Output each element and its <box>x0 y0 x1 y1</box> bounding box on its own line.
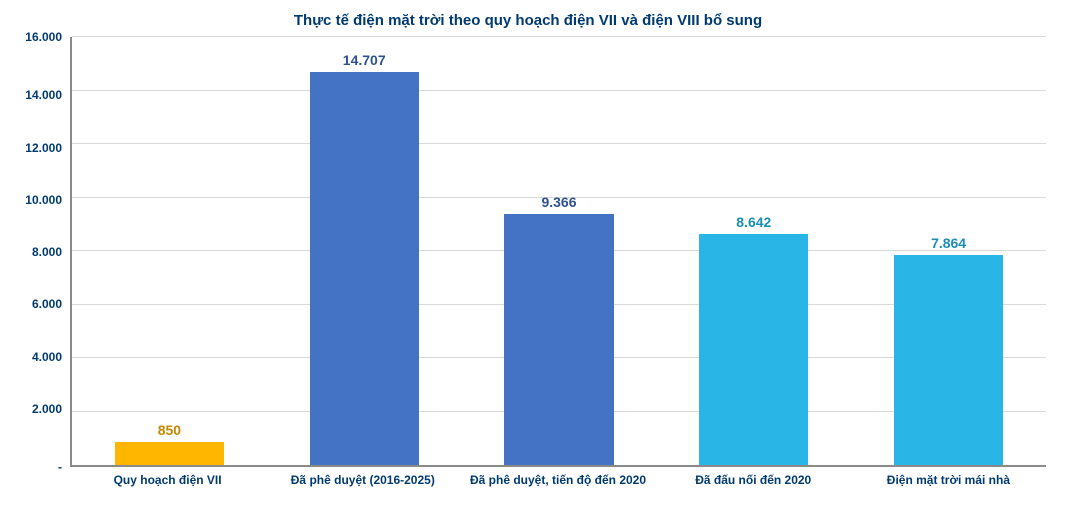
bar-value-label: 9.366 <box>541 194 576 210</box>
chart-title: Thực tế điện mặt trời theo quy hoạch điệ… <box>10 12 1046 29</box>
y-tick-label: 16.000 <box>25 31 62 43</box>
bar-value-label: 850 <box>158 422 181 438</box>
bar-value-label: 14.707 <box>343 52 386 68</box>
bars-container: 850 14.707 9.366 8.642 7.864 <box>72 37 1046 465</box>
bar <box>699 234 808 465</box>
x-tick-label: Đã phê duyệt (2016-2025) <box>265 473 460 487</box>
bar-column: 14.707 <box>267 37 462 465</box>
x-tick-label: Đã đấu nối đến 2020 <box>656 473 851 487</box>
bar-column: 7.864 <box>851 37 1046 465</box>
bar <box>894 255 1003 465</box>
x-tick-label: Điện mặt trời mái nhà <box>851 473 1046 487</box>
bar-value-label: 8.642 <box>736 214 771 230</box>
plot-area: 16.00014.00012.00010.0008.0006.0004.0002… <box>10 37 1046 467</box>
bar <box>310 72 419 465</box>
y-tick-label: 8.000 <box>32 246 62 258</box>
bar-column: 850 <box>72 37 267 465</box>
y-tick-label: 6.000 <box>32 298 62 310</box>
x-tick-label: Đã phê duyệt, tiến độ đến 2020 <box>460 473 655 487</box>
bar-column: 8.642 <box>656 37 851 465</box>
bar-column: 9.366 <box>462 37 657 465</box>
y-tick-label: 12.000 <box>25 142 62 154</box>
x-labels: Quy hoạch điện VIIĐã phê duyệt (2016-202… <box>70 473 1046 487</box>
bar <box>115 442 224 465</box>
y-tick-label: 14.000 <box>25 89 62 101</box>
x-tick-label: Quy hoạch điện VII <box>70 473 265 487</box>
y-tick-label: 4.000 <box>32 351 62 363</box>
x-axis: Quy hoạch điện VIIĐã phê duyệt (2016-202… <box>10 473 1046 487</box>
bar <box>504 214 613 465</box>
bar-value-label: 7.864 <box>931 235 966 251</box>
y-tick-label: 10.000 <box>25 194 62 206</box>
plot: 850 14.707 9.366 8.642 7.864 <box>70 37 1046 467</box>
bar-chart: Thực tế điện mặt trời theo quy hoạch điệ… <box>0 0 1066 525</box>
y-tick-label: 2.000 <box>32 403 62 415</box>
y-tick-label: - <box>58 461 62 473</box>
y-axis: 16.00014.00012.00010.0008.0006.0004.0002… <box>10 37 70 467</box>
